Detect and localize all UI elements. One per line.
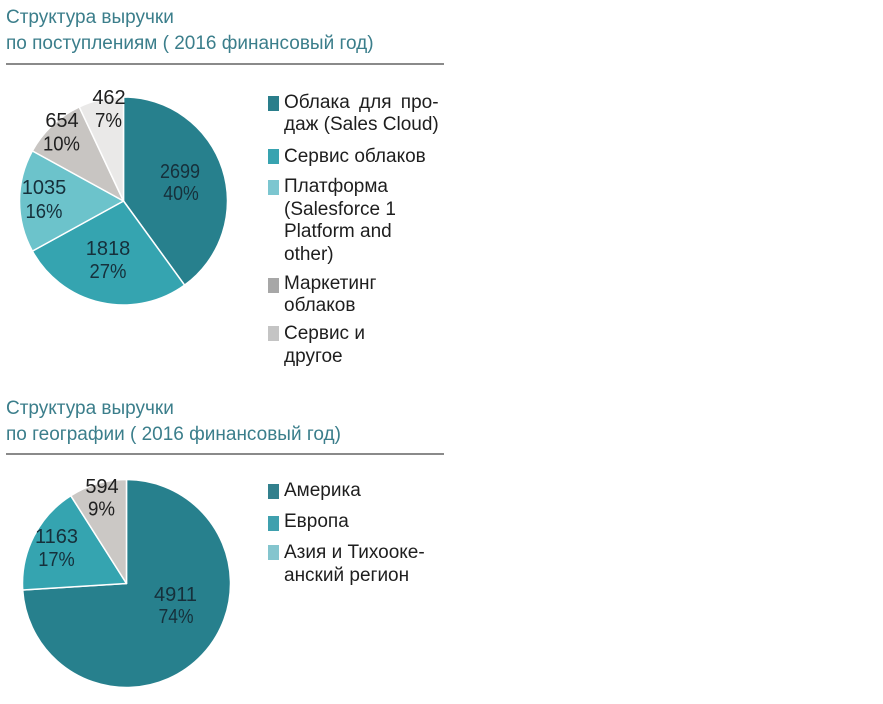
svg-text:16%: 16%	[26, 201, 63, 223]
svg-text:4911: 4911	[154, 584, 197, 606]
svg-text:1163: 1163	[35, 526, 78, 548]
svg-text:1035: 1035	[22, 177, 67, 199]
svg-text:40%: 40%	[163, 183, 199, 205]
svg-text:594: 594	[85, 476, 118, 498]
svg-text:27%: 27%	[90, 261, 127, 283]
svg-text:2699: 2699	[160, 161, 200, 183]
svg-text:9%: 9%	[88, 499, 115, 521]
svg-text:7%: 7%	[95, 110, 122, 132]
svg-text:462: 462	[92, 87, 125, 109]
svg-text:74%: 74%	[159, 606, 194, 628]
svg-text:17%: 17%	[38, 549, 75, 571]
svg-text:10%: 10%	[43, 134, 80, 156]
svg-text:1818: 1818	[86, 238, 131, 260]
svg-text:654: 654	[45, 110, 78, 132]
